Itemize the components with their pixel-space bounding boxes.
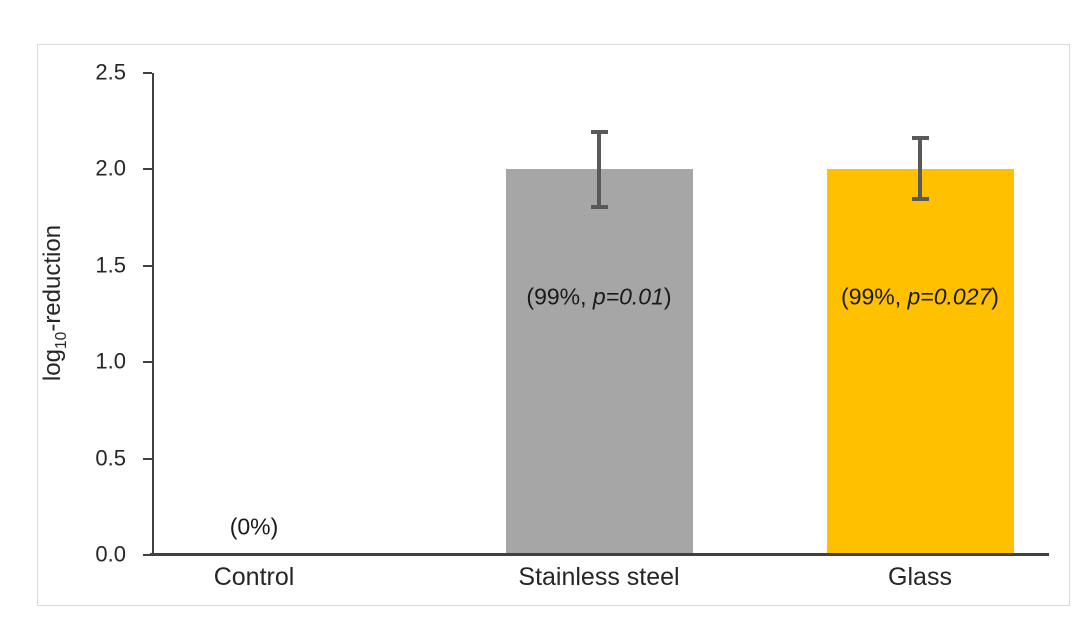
y-axis-tick [143,361,152,364]
y-axis-title-text: log10-reduction [39,224,70,382]
y-tick-label: 0.5 [95,445,126,471]
y-axis-tick [143,168,152,171]
error-bar-cap-bottom [590,204,608,209]
x-category-label: Glass [888,563,952,591]
y-axis-line [152,73,154,555]
y-axis-tick [143,72,152,74]
y-axis-title: log10-reduction [39,225,71,381]
y-tick-label: 1.5 [95,252,126,278]
data-label: (99%, p=0.01) [526,283,672,310]
chart-frame: log10-reduction 0.0 0.5 1.0 1.5 2.0 2.5 (0%) Co… [37,44,1070,606]
error-bar-line [918,136,922,201]
bar-stainless-steel [505,169,693,555]
x-category-label: Control [213,563,295,591]
data-label: (0%) [229,513,279,540]
data-label: (99%, p=0.027) [841,283,999,310]
y-axis-tick [143,264,152,267]
y-tick-label: 0.0 [95,541,126,567]
plot-area: log10-reduction 0.0 0.5 1.0 1.5 2.0 2.5 (0%) Co… [39,59,1049,591]
error-bar-cap-top [911,135,929,140]
y-axis-tick [143,457,152,460]
error-bar-cap-top [590,129,608,134]
error-bar-line [597,130,601,208]
y-axis-tick [143,554,152,556]
x-category-label: Stainless steel [518,563,680,591]
error-bar-cap-bottom [911,197,929,202]
x-axis-line [150,553,1049,556]
y-tick-label: 2.0 [95,155,126,181]
y-tick-label: 1.0 [95,348,126,374]
y-tick-label: 2.5 [95,59,126,85]
bar-glass [826,169,1014,555]
